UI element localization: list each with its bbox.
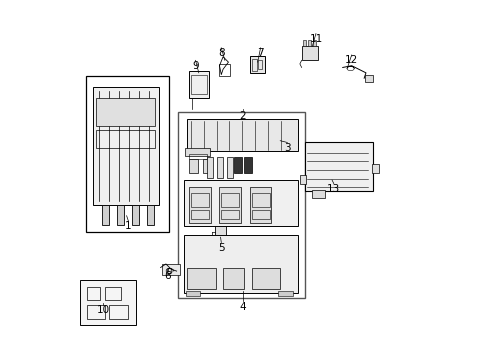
Bar — [190, 193, 208, 207]
Bar — [244, 157, 252, 173]
Bar — [189, 71, 208, 98]
Bar — [233, 157, 241, 173]
Bar — [221, 193, 239, 207]
Bar — [251, 59, 257, 71]
Bar — [203, 158, 212, 173]
Bar — [372, 164, 378, 173]
Text: 5: 5 — [218, 243, 224, 253]
Bar — [307, 40, 311, 46]
Bar — [305, 143, 372, 191]
Bar — [87, 305, 105, 319]
Bar — [217, 157, 223, 178]
Bar — [226, 157, 233, 178]
Bar — [223, 267, 244, 289]
Bar — [185, 291, 200, 296]
Bar — [249, 56, 264, 73]
Text: 13: 13 — [326, 184, 340, 194]
Bar — [215, 225, 225, 239]
Bar — [278, 291, 292, 296]
Bar — [146, 205, 154, 225]
Bar — [178, 112, 305, 298]
Bar — [80, 280, 135, 325]
Bar — [102, 205, 109, 225]
Bar — [184, 148, 209, 156]
Text: 10: 10 — [97, 305, 110, 315]
Bar — [251, 267, 280, 289]
Bar — [189, 187, 210, 223]
Text: 8: 8 — [218, 48, 224, 58]
Bar — [105, 287, 121, 300]
Bar — [251, 193, 269, 207]
Bar — [108, 305, 128, 319]
Bar — [187, 119, 298, 152]
Bar — [183, 235, 298, 293]
Text: 4: 4 — [239, 302, 245, 312]
Bar — [131, 205, 139, 225]
Bar — [258, 60, 262, 69]
Text: 6: 6 — [164, 271, 171, 282]
Text: 7: 7 — [257, 48, 264, 58]
Bar — [116, 205, 124, 225]
Bar — [219, 187, 241, 223]
Bar — [299, 175, 305, 184]
Bar — [189, 158, 198, 173]
Bar — [312, 40, 316, 46]
Bar — [302, 40, 305, 46]
Text: 9: 9 — [192, 61, 199, 71]
Bar — [96, 98, 155, 126]
Bar — [301, 46, 317, 60]
Bar — [183, 180, 298, 226]
Bar — [251, 210, 269, 219]
Bar — [189, 154, 206, 159]
Bar — [190, 210, 208, 219]
Bar — [187, 267, 216, 289]
Bar — [364, 75, 373, 82]
Text: 1: 1 — [125, 221, 131, 231]
Bar — [312, 190, 324, 198]
Text: 11: 11 — [309, 34, 322, 44]
Bar — [162, 264, 180, 275]
Bar — [85, 76, 169, 232]
Text: 12: 12 — [345, 55, 358, 65]
Bar — [190, 75, 206, 94]
Bar — [87, 287, 100, 300]
Text: 2: 2 — [239, 111, 245, 121]
Bar — [96, 130, 155, 148]
Bar — [206, 157, 213, 178]
Bar — [93, 87, 159, 205]
Bar — [249, 187, 271, 223]
Bar — [221, 210, 239, 219]
Bar — [219, 64, 230, 76]
Text: 3: 3 — [284, 143, 290, 153]
